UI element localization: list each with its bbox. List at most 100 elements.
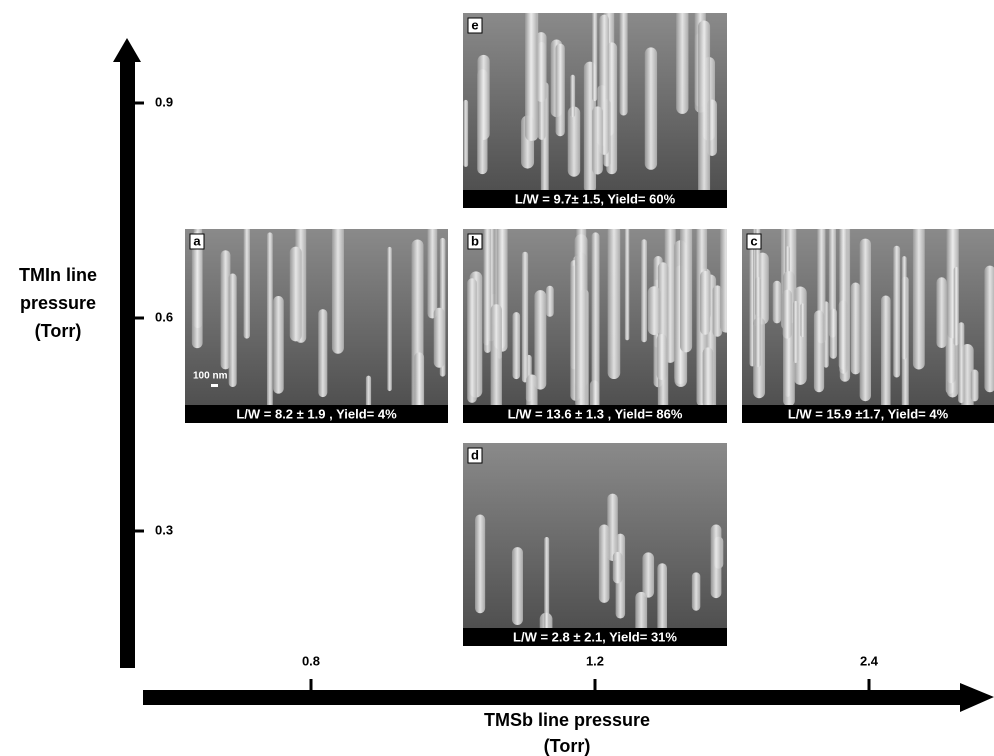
x-tick-label: 1.2 [586, 653, 604, 668]
panel-letter: b [471, 233, 479, 248]
nanowire [475, 514, 486, 614]
nanowire [800, 303, 805, 338]
nanowire [702, 347, 714, 408]
nanowire [642, 552, 655, 598]
letter-box [467, 233, 483, 250]
nanowire [953, 267, 959, 346]
nanowire [228, 273, 237, 388]
nanowire [427, 229, 438, 319]
nanowire [970, 369, 979, 402]
y-axis-label: pressure [20, 293, 96, 313]
caption: L/W = 2.8 ± 2.1, Yield= 31% [513, 629, 677, 644]
nanowire [483, 229, 492, 353]
sem-image [463, 13, 727, 208]
sem-image [463, 443, 727, 646]
nanowire [266, 232, 273, 422]
caption-bar [463, 628, 727, 646]
nanowire [813, 310, 825, 393]
y-axis-arrowhead [113, 38, 141, 62]
content: 0.9 0.6 0.3 TMIn line pressure (Torr) 0.8 1.2 2.… [19, 13, 994, 756]
nanowire [273, 296, 284, 394]
nanowire [243, 229, 250, 339]
panel-letter: e [471, 17, 478, 32]
nanowire [544, 537, 550, 630]
y-tick-label: 0.3 [155, 522, 173, 537]
nanowire [511, 547, 523, 625]
nanowire [512, 312, 521, 380]
nanowire [521, 251, 529, 383]
nanowire [984, 265, 994, 393]
panel-letter: a [193, 233, 201, 248]
y-axis-line [120, 60, 135, 668]
y-tick-label: 0.9 [155, 94, 173, 109]
panel-letter: d [471, 447, 479, 462]
nanowire [644, 47, 658, 170]
letter-box [467, 17, 483, 34]
sem-panel: L/W = 13.6 ± 1.3 , Yield= 86% b [463, 229, 727, 423]
nanowire [607, 229, 621, 380]
nanowire [318, 309, 328, 398]
nanowire [647, 286, 661, 335]
nanowire [850, 282, 861, 375]
y-axis-label: TMIn line [19, 265, 97, 285]
scale-bar-label: 100 nm [193, 371, 228, 382]
x-axis-arrowhead [960, 683, 994, 712]
sem-image [463, 229, 727, 423]
letter-box [467, 447, 483, 464]
nanowire [592, 13, 598, 102]
x-tick-label: 0.8 [302, 653, 320, 668]
nanowire [619, 13, 628, 116]
caption-bar [742, 405, 994, 423]
nanowire [191, 231, 203, 349]
caption: L/W = 9.7± 1.5, Yield= 60% [515, 191, 676, 206]
nanowire [680, 229, 693, 353]
nanowire [555, 43, 565, 137]
nanowire [331, 229, 344, 354]
x-axis-line [143, 690, 963, 705]
nanowire [477, 54, 490, 140]
sem-panel: L/W = 9.7± 1.5, Yield= 60% e [463, 13, 727, 208]
caption: L/W = 13.6 ± 1.3 , Yield= 86% [508, 406, 683, 421]
nanowire [698, 20, 711, 196]
caption-bar [463, 405, 727, 423]
scale-bar [211, 384, 218, 387]
sem-image [185, 229, 448, 423]
nanowire [676, 13, 689, 114]
caption-bar [185, 405, 448, 423]
x-tick-label: 2.4 [860, 653, 879, 668]
sem-panel: L/W = 15.9 ±1.7, Yield= 4% c [742, 229, 994, 423]
nanowire [570, 74, 576, 118]
nanowire [534, 290, 547, 390]
nanowire [782, 289, 792, 339]
nanowire [365, 375, 372, 412]
nanowire [575, 252, 587, 409]
nanowire [712, 285, 723, 337]
nanowire [526, 374, 538, 413]
nanowire [793, 301, 799, 363]
nanowire [881, 295, 891, 417]
nanowire [720, 229, 727, 333]
x-axis-label: (Torr) [544, 736, 591, 756]
nanowire [463, 99, 469, 167]
nanowire [525, 13, 538, 141]
nanowire [912, 229, 925, 370]
nanowire [700, 270, 711, 335]
nanowire [656, 334, 668, 381]
caption: L/W = 8.2 ± 1.9 , Yield= 4% [236, 406, 397, 421]
nanowire [838, 300, 848, 370]
panel-letter: c [750, 233, 757, 248]
nanowire [591, 232, 600, 419]
nanowire [612, 551, 623, 584]
image-background [463, 443, 727, 646]
nanowire [592, 106, 603, 175]
nanowire [490, 304, 502, 415]
nanowire [829, 308, 838, 359]
sem-image [742, 229, 994, 423]
nanowire [598, 524, 610, 603]
letter-box [189, 233, 205, 250]
nanowire [710, 524, 722, 599]
y-axis-label: (Torr) [35, 321, 82, 341]
caption: L/W = 15.9 ±1.7, Yield= 4% [788, 406, 949, 421]
letter-box [746, 233, 762, 250]
